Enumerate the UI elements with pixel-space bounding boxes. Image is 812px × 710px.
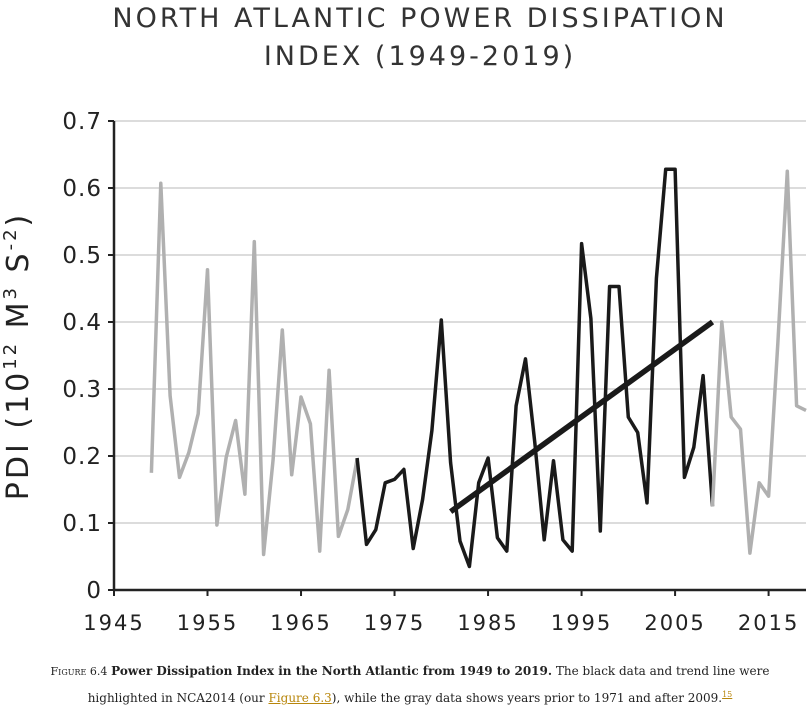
x-tick-label: 1955: [177, 611, 238, 635]
figure-label: Figure 6.4: [50, 665, 108, 678]
series-line-black-1: [355, 167, 715, 569]
axes-layer: [112, 121, 806, 592]
y-tick-label: 0.1: [62, 511, 102, 537]
chart-title: NORTH ATLANTIC POWER DISSIPATION INDEX (…: [0, 0, 812, 76]
x-tick-label: 1995: [551, 611, 612, 635]
x-tick-label: 1945: [83, 611, 144, 635]
y-tick-label: 0: [86, 578, 102, 604]
y-tick-label: 0.7: [62, 109, 102, 135]
x-tick-label: 2005: [644, 611, 705, 635]
x-tick-label: 1965: [270, 611, 331, 635]
y-tick-label: 0.5: [62, 243, 102, 269]
y-tick-label: 0.4: [62, 310, 102, 336]
ticks-layer: 0 0.1 0.2 0.3 0.4 0.5 0.6 0.7 1945 1955 1965 1975 19…: [62, 109, 799, 635]
y-tick-label: 0.3: [62, 377, 102, 403]
x-tick-label: 2015: [738, 611, 799, 635]
y-tick-label: 0.6: [62, 176, 102, 202]
figure-caption: Figure 6.4 Power Dissipation Index in th…: [40, 660, 780, 710]
footnote-link[interactable]: 15: [722, 690, 733, 699]
caption-bold-text: Power Dissipation Index in the North Atl…: [111, 664, 553, 678]
caption-text-2: ), while the gray data shows years prior…: [331, 691, 723, 705]
x-tick-label: 1985: [457, 611, 518, 635]
chart-title-line-1: NORTH ATLANTIC POWER DISSIPATION: [112, 3, 728, 34]
series-line-gray-2: [710, 169, 807, 555]
trend-line: [449, 319, 715, 514]
x-tick-label: 1975: [364, 611, 425, 635]
caption-text-1: The black data and trend line were highl…: [87, 664, 770, 705]
series-layer: [149, 167, 807, 569]
figure-link[interactable]: Figure 6.3: [268, 691, 332, 705]
y-axis-label: PDI (1012 M3 S-2): [0, 212, 36, 501]
y-tick-label: 0.2: [62, 444, 102, 470]
chart-title-line-2: INDEX (1949-2019): [263, 41, 577, 72]
chart-plot: 0 0.1 0.2 0.3 0.4 0.5 0.6 0.7 1945 1955 1965 1975 19…: [0, 109, 807, 635]
series-line-gray-0: [149, 181, 359, 557]
grid-layer: [114, 120, 806, 524]
